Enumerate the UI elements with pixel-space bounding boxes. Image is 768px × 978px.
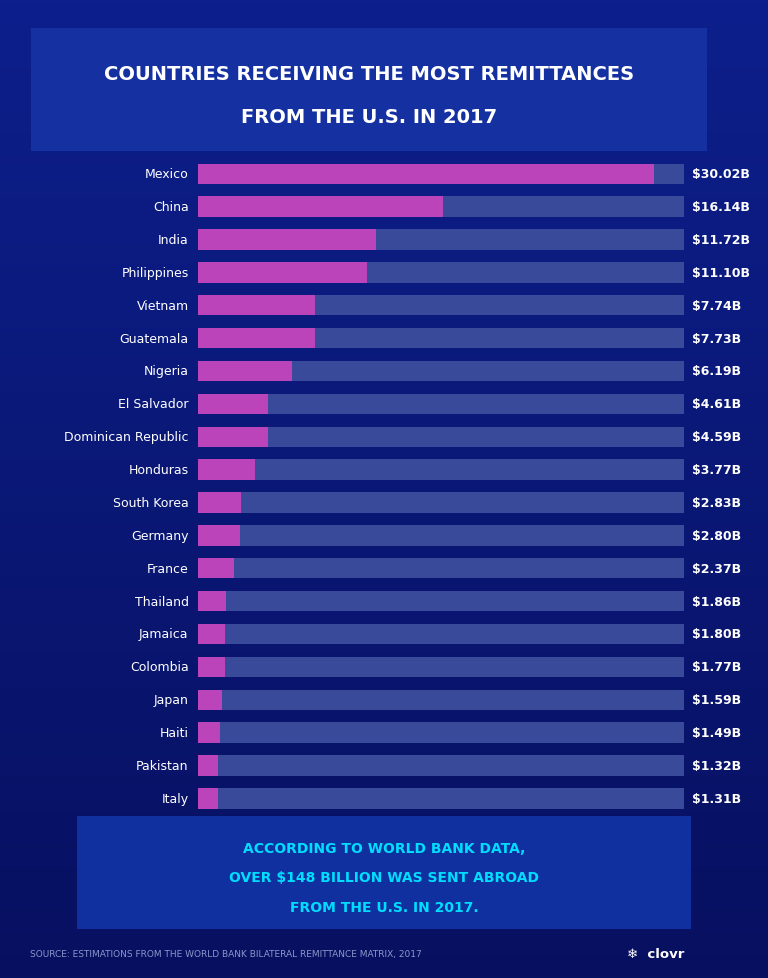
Bar [197,427,684,448]
Text: Thailand: Thailand [134,595,189,608]
Bar [197,295,684,316]
Text: $30.02B: $30.02B [692,168,750,181]
Bar [197,362,684,381]
Text: $1.49B: $1.49B [692,727,741,739]
Text: China: China [153,200,189,214]
Bar [197,362,292,381]
Bar [197,788,684,809]
Text: $2.80B: $2.80B [692,529,741,543]
Text: COUNTRIES RECEIVING THE MOST REMITTANCES: COUNTRIES RECEIVING THE MOST REMITTANCES [104,66,634,84]
Text: $1.31B: $1.31B [692,792,741,805]
Text: $1.86B: $1.86B [692,595,741,608]
Text: Japan: Japan [154,693,189,706]
Text: $1.77B: $1.77B [692,661,741,674]
Bar [197,558,233,579]
Bar [197,525,240,546]
Text: Dominican Republic: Dominican Republic [64,430,189,444]
Bar [197,230,376,250]
Bar [197,230,684,250]
Text: $3.77B: $3.77B [692,464,741,476]
Text: ❄  clovr: ❄ clovr [627,947,685,960]
Bar [197,624,225,645]
Text: $7.73B: $7.73B [692,333,741,345]
Text: $1.80B: $1.80B [692,628,741,641]
Text: $1.59B: $1.59B [692,693,741,706]
Bar [197,756,218,776]
Text: Jamaica: Jamaica [139,628,189,641]
Bar [197,657,684,678]
Bar [197,689,222,710]
Bar [197,788,217,809]
Bar [197,525,684,546]
Text: FROM THE U.S. IN 2017.: FROM THE U.S. IN 2017. [290,900,478,913]
Text: India: India [158,234,189,246]
Bar [197,592,684,611]
Text: Nigeria: Nigeria [144,365,189,378]
Text: France: France [147,562,189,575]
Bar [197,592,226,611]
Bar [197,164,654,185]
Text: Pakistan: Pakistan [136,759,189,773]
Text: $2.37B: $2.37B [692,562,741,575]
Bar [197,329,684,349]
Text: $11.10B: $11.10B [692,267,750,280]
Bar [197,723,220,743]
Bar [197,263,366,284]
Bar [197,394,684,415]
Bar [197,558,684,579]
Bar [197,295,316,316]
Text: FROM THE U.S. IN 2017: FROM THE U.S. IN 2017 [240,108,497,127]
Bar [197,263,684,284]
Text: ACCORDING TO WORLD BANK DATA,: ACCORDING TO WORLD BANK DATA, [243,841,525,855]
Text: Philippines: Philippines [121,267,189,280]
FancyBboxPatch shape [17,27,720,155]
Text: $4.59B: $4.59B [692,430,741,444]
Bar [197,394,268,415]
Bar [197,164,684,185]
Text: El Salvador: El Salvador [118,398,189,411]
Text: SOURCE: ESTIMATIONS FROM THE WORLD BANK BILATERAL REMITTANCE MATRIX, 2017: SOURCE: ESTIMATIONS FROM THE WORLD BANK … [30,949,422,958]
Bar [197,493,240,513]
Bar [197,689,684,710]
Text: Colombia: Colombia [130,661,189,674]
Bar [197,329,315,349]
Bar [197,493,684,513]
Bar [197,198,443,217]
Text: $4.61B: $4.61B [692,398,741,411]
Bar [197,723,684,743]
Text: $6.19B: $6.19B [692,365,741,378]
Text: South Korea: South Korea [113,497,189,510]
Bar [197,427,267,448]
Text: Haiti: Haiti [160,727,189,739]
Text: Guatemala: Guatemala [120,333,189,345]
Text: OVER $148 BILLION WAS SENT ABROAD: OVER $148 BILLION WAS SENT ABROAD [229,870,539,884]
Text: Vietnam: Vietnam [137,299,189,312]
Bar [197,657,224,678]
Bar [197,198,684,217]
Bar [197,460,684,480]
Text: $2.83B: $2.83B [692,497,741,510]
Text: Mexico: Mexico [145,168,189,181]
Text: $16.14B: $16.14B [692,200,750,214]
Text: $11.72B: $11.72B [692,234,750,246]
FancyBboxPatch shape [58,814,710,932]
Text: Germany: Germany [131,529,189,543]
Bar [197,460,255,480]
Text: Italy: Italy [161,792,189,805]
Text: $7.74B: $7.74B [692,299,741,312]
Bar [197,624,684,645]
Text: $1.32B: $1.32B [692,759,741,773]
Bar [197,756,684,776]
Text: Honduras: Honduras [128,464,189,476]
